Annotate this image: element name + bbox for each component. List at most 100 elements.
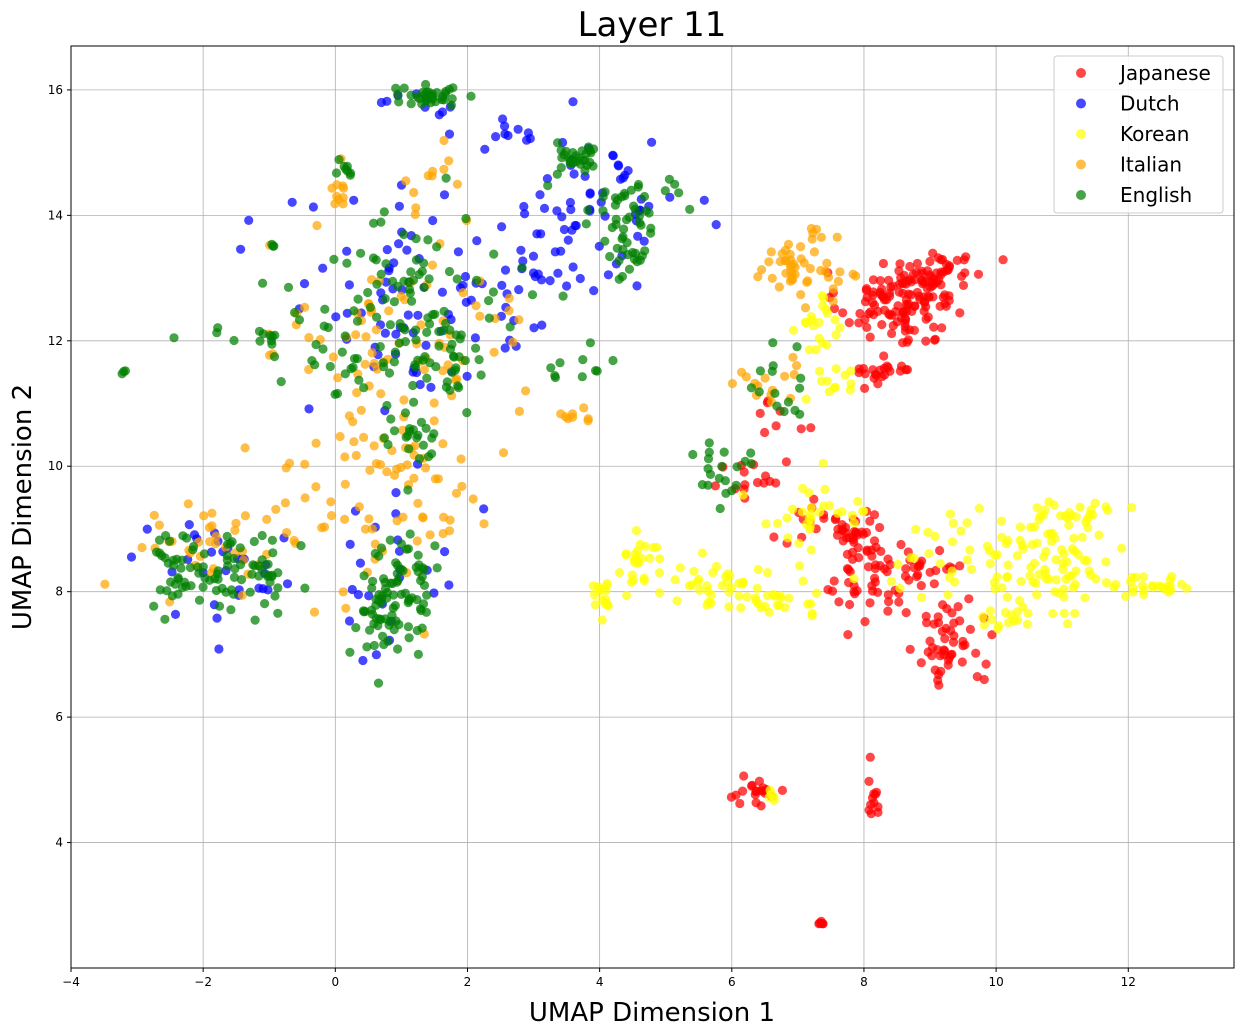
point-dutch [394, 239, 404, 249]
point-korean [794, 538, 804, 548]
point-japanese [896, 273, 906, 283]
point-dutch [308, 202, 318, 212]
point-korean [631, 526, 642, 536]
point-japanese [751, 786, 761, 796]
legend-label-japanese: Japanese [1118, 61, 1211, 85]
point-italian [508, 337, 518, 347]
point-japanese [929, 579, 939, 589]
legend-marker-japanese [1076, 68, 1086, 78]
point-english [413, 649, 423, 660]
point-japanese [876, 546, 886, 557]
point-japanese [949, 631, 959, 641]
plot-frame [70, 45, 1235, 969]
point-korean [947, 566, 957, 576]
point-korean [703, 586, 713, 597]
point-japanese [910, 301, 920, 311]
point-korean [1117, 543, 1127, 553]
point-dutch [623, 166, 633, 176]
point-english [359, 571, 369, 581]
point-english [719, 447, 729, 457]
point-italian [457, 481, 467, 491]
point-japanese [933, 253, 943, 263]
point-italian [504, 293, 514, 303]
point-japanese [862, 322, 872, 332]
point-italian [419, 365, 429, 375]
point-english [558, 291, 568, 301]
point-dutch [358, 655, 368, 666]
point-italian [786, 262, 796, 272]
point-italian [433, 474, 443, 484]
point-dutch [318, 263, 328, 273]
point-english [269, 352, 280, 362]
point-english [416, 575, 426, 586]
point-english [474, 355, 484, 365]
point-english [612, 243, 622, 253]
point-dutch [562, 281, 572, 291]
point-dutch [212, 613, 222, 623]
point-english [375, 342, 385, 352]
point-english [385, 535, 395, 545]
point-japanese [935, 301, 945, 311]
point-english [260, 599, 270, 609]
point-english [429, 429, 439, 439]
point-english [389, 357, 399, 367]
point-japanese [769, 532, 779, 542]
point-english [386, 414, 396, 424]
point-japanese [854, 318, 864, 328]
point-dutch [699, 195, 709, 205]
point-italian [475, 311, 485, 321]
point-english [200, 573, 210, 583]
point-korean [1139, 590, 1149, 600]
point-english [416, 417, 426, 427]
point-korean [628, 575, 638, 585]
point-italian [471, 301, 481, 311]
point-japanese [955, 561, 965, 571]
point-italian [280, 498, 290, 508]
point-japanese [869, 798, 879, 808]
point-korean [820, 484, 830, 494]
point-english [704, 438, 714, 448]
point-english [340, 369, 350, 379]
point-english [444, 84, 454, 94]
point-japanese [923, 312, 933, 322]
point-english [484, 296, 494, 306]
point-japanese [751, 798, 761, 808]
point-italian [352, 388, 362, 398]
point-italian [365, 465, 375, 475]
point-italian [800, 303, 811, 313]
point-korean [621, 549, 631, 559]
point-english [550, 371, 560, 381]
point-korean [815, 507, 825, 517]
point-japanese [903, 335, 914, 345]
point-korean [654, 568, 665, 578]
point-italian [237, 590, 247, 600]
point-english [630, 204, 640, 214]
y-tick-label: 10 [48, 459, 63, 473]
point-english [380, 294, 390, 304]
point-japanese [917, 266, 927, 276]
point-korean [1051, 575, 1061, 585]
point-japanese [987, 630, 997, 640]
point-dutch [263, 585, 273, 595]
point-japanese [894, 597, 904, 607]
point-english [414, 269, 424, 280]
point-english [198, 562, 208, 572]
point-korean [806, 503, 816, 513]
point-dutch [542, 174, 553, 184]
point-korean [738, 490, 748, 500]
point-japanese [936, 280, 946, 290]
point-italian [207, 508, 217, 518]
point-italian [359, 432, 369, 442]
legend-label-dutch: Dutch [1120, 92, 1180, 116]
point-japanese [867, 551, 877, 561]
point-japanese [838, 308, 848, 318]
point-korean [761, 519, 771, 529]
point-english [362, 642, 372, 652]
x-tick-label: 2 [464, 975, 472, 989]
chart-title: Layer 11 [578, 5, 727, 45]
point-korean [1090, 498, 1100, 508]
point-english [393, 644, 403, 654]
point-italian [100, 579, 110, 589]
point-japanese [955, 616, 965, 626]
point-dutch [565, 197, 576, 208]
